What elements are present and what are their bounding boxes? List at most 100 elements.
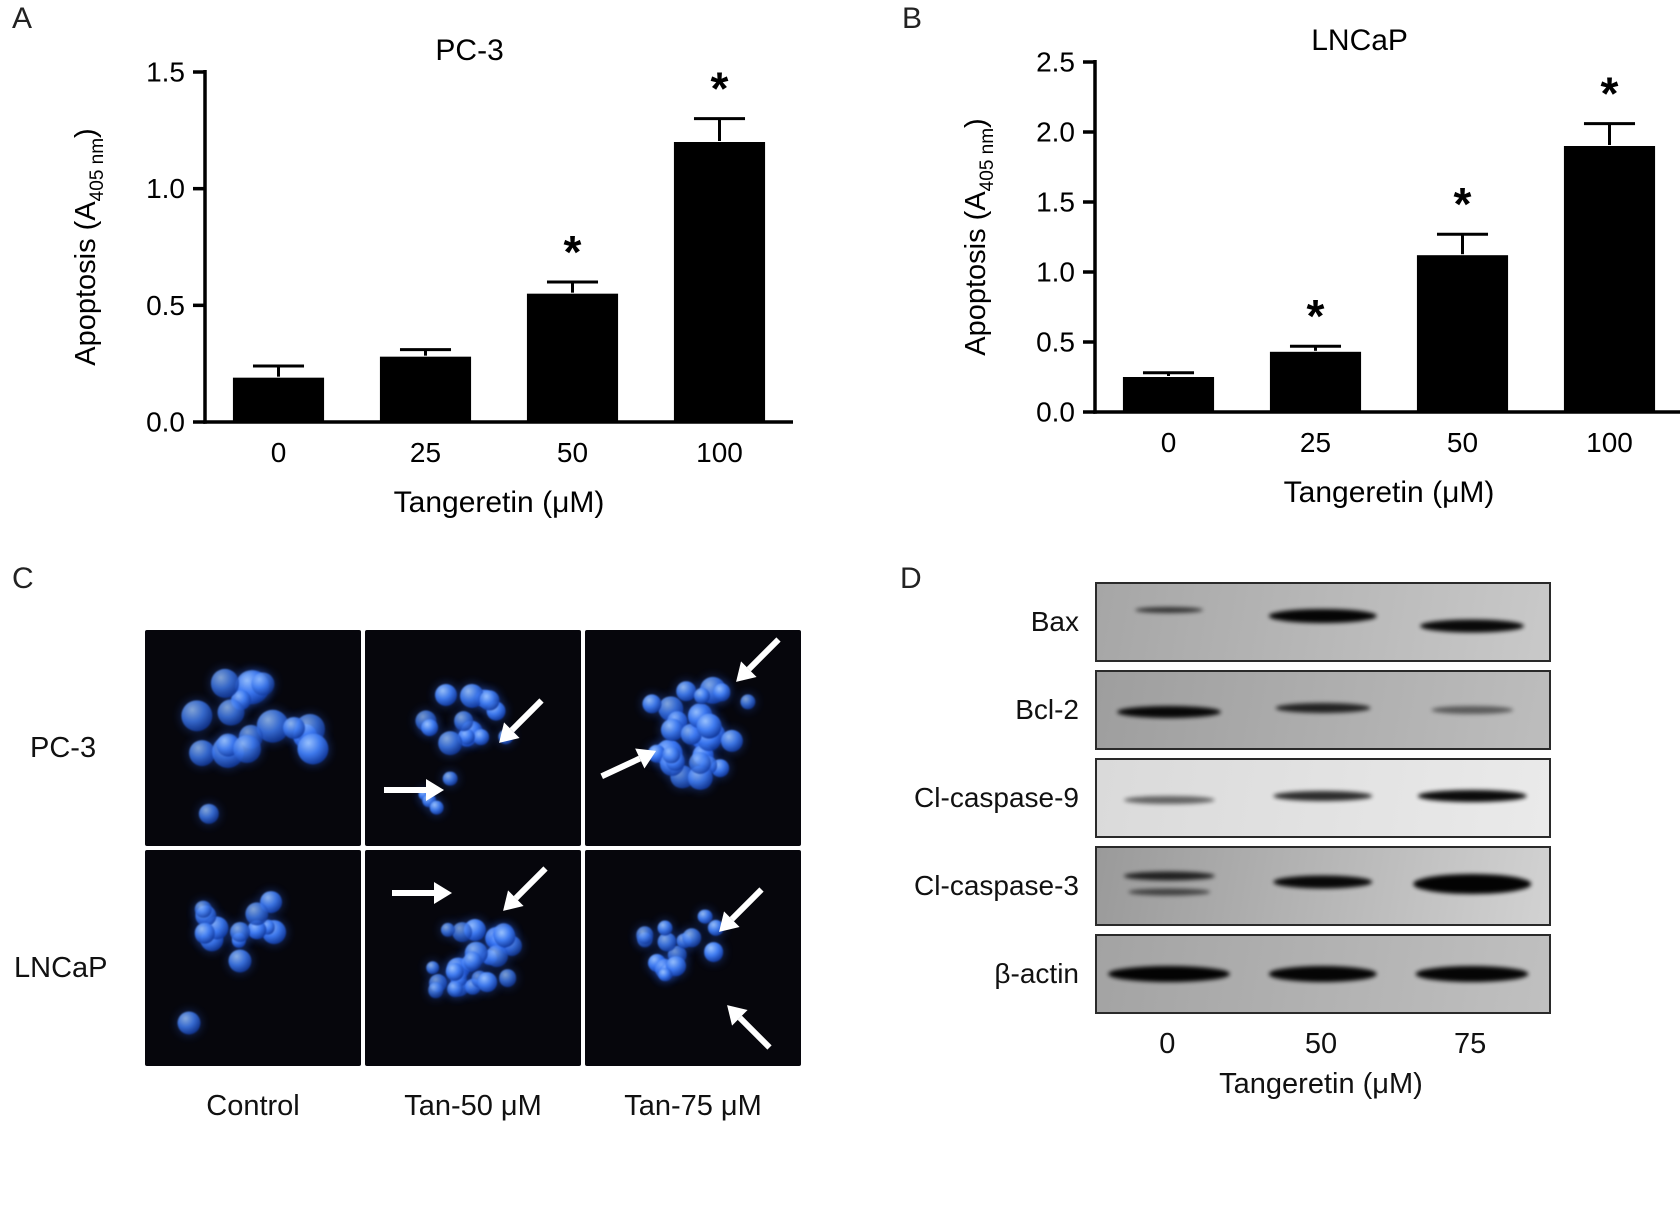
svg-text:0: 0 xyxy=(1161,427,1177,458)
cell-nucleus xyxy=(693,687,710,705)
apoptosis-arrow-icon xyxy=(495,859,554,919)
svg-text:0.0: 0.0 xyxy=(1036,397,1075,428)
western-blot-rows: Bax Bcl-2 Cl-caspase-9 Cl-caspase-3 β-ac… xyxy=(890,582,1570,1022)
svg-text:50: 50 xyxy=(557,437,588,468)
cell-nucleus xyxy=(636,926,654,945)
cell-nucleus xyxy=(428,982,444,998)
cell-nucleus xyxy=(485,945,508,968)
svg-text:0.5: 0.5 xyxy=(146,290,185,321)
cell-nucleus xyxy=(435,683,458,706)
cell-nucleus xyxy=(740,694,756,710)
svg-text:25: 25 xyxy=(410,437,441,468)
svg-text:25: 25 xyxy=(1300,427,1331,458)
svg-text:*: * xyxy=(711,63,729,115)
cell-nucleus xyxy=(681,928,702,948)
col-label-tan50: Tan-50 μM xyxy=(404,1090,542,1122)
protein-band xyxy=(1417,790,1527,802)
micrograph-pc3-tan50 xyxy=(365,630,581,846)
blot-lane-labels: 0 50 75 xyxy=(1095,1028,1547,1062)
svg-text:1.0: 1.0 xyxy=(146,173,185,204)
col-label-control: Control xyxy=(206,1090,300,1122)
protein-band xyxy=(1273,875,1373,889)
cell-nucleus xyxy=(420,718,439,737)
blot-row-beta-actin: β-actin xyxy=(890,934,1570,1014)
cell-nucleus xyxy=(473,729,490,746)
cell-nucleus xyxy=(442,771,458,786)
svg-text:1.5: 1.5 xyxy=(1036,187,1075,218)
svg-text:LNCaP: LNCaP xyxy=(1311,24,1408,57)
micrograph-lncap-tan50 xyxy=(365,850,581,1066)
cell-nucleus xyxy=(195,901,212,918)
svg-text:Tangeretin (μM): Tangeretin (μM) xyxy=(394,486,605,519)
panel-c: C PC-3 LNCaP Control Tan-50 μM Tan-75 μM xyxy=(0,560,860,1229)
protein-band xyxy=(1124,871,1215,881)
svg-text:*: * xyxy=(1601,68,1619,120)
cell-nucleus xyxy=(251,672,275,696)
svg-text:Tangeretin (μM): Tangeretin (μM) xyxy=(1284,476,1495,509)
cell-nucleus xyxy=(194,922,215,944)
cell-nucleus xyxy=(228,949,252,973)
cell-nucleus xyxy=(440,923,456,938)
protein-band xyxy=(1413,874,1531,894)
arrow-shaft xyxy=(729,887,764,922)
cell-nucleus xyxy=(498,969,517,988)
blot-row-bcl2: Bcl-2 xyxy=(890,670,1570,750)
protein-band xyxy=(1415,966,1529,982)
cell-nucleus xyxy=(429,800,445,816)
protein-band xyxy=(1431,706,1513,714)
blot-label-cl-caspase-9: Cl-caspase-9 xyxy=(914,782,1079,813)
panel-d-label: D xyxy=(900,562,922,595)
blot-row-cl-caspase-9: Cl-caspase-9 xyxy=(890,758,1570,838)
lane-label-75: 75 xyxy=(1454,1028,1487,1060)
cell-nucleus xyxy=(453,711,474,732)
cell-nucleus xyxy=(233,735,262,764)
cell-nucleus xyxy=(713,683,731,701)
cell-nucleus xyxy=(451,922,472,942)
row-label-lncap: LNCaP xyxy=(14,952,108,984)
cell-nucleus xyxy=(703,942,724,963)
cell-nucleus xyxy=(198,803,220,825)
protein-band xyxy=(1124,796,1215,804)
blot-row-bax: Bax xyxy=(890,582,1570,662)
svg-text:100: 100 xyxy=(1586,427,1633,458)
svg-text:0.0: 0.0 xyxy=(146,407,185,438)
cell-nucleus xyxy=(297,733,329,765)
cell-nucleus xyxy=(217,699,245,726)
cell-nucleus xyxy=(707,919,724,936)
panel-a-label: A xyxy=(12,2,33,35)
cell-nucleus xyxy=(446,981,463,998)
panel-b: B 0.0 0.5 1.0 1.5 2.0 2.5 0 * 25 * 50 * 100 LNCaP Tang… xyxy=(890,0,1680,552)
lane-label-50: 50 xyxy=(1304,1028,1338,1060)
bar-chart-lncap: 0.0 0.5 1.0 1.5 2.0 2.5 0 * 25 * 50 * 100 LNCaP Tanger… xyxy=(945,16,1680,524)
apoptosis-arrow-icon xyxy=(710,881,770,941)
protein-band xyxy=(1275,703,1371,713)
cell-nucleus xyxy=(689,752,712,775)
svg-text:2.5: 2.5 xyxy=(1036,47,1075,78)
blot-row-cl-caspase-3: Cl-caspase-3 xyxy=(890,846,1570,926)
protein-band xyxy=(1135,607,1204,613)
cell-nucleus xyxy=(494,926,516,948)
protein-band xyxy=(1268,966,1378,982)
arrow-shaft xyxy=(509,698,544,733)
cell-nucleus xyxy=(658,967,672,982)
cell-nucleus xyxy=(676,681,697,702)
blot-image-cl-caspase-9 xyxy=(1095,758,1551,838)
cell-nucleus xyxy=(282,717,305,740)
blot-image-bax xyxy=(1095,582,1551,662)
panel-a: A 0.0 0.5 1.0 1.5 0 25 * 50 * 100 PC-3 Tangeretin (… xyxy=(0,0,845,552)
cell-nucleus xyxy=(696,713,722,739)
protein-band xyxy=(1128,888,1210,896)
apoptosis-arrow-icon xyxy=(390,882,453,905)
row-label-pc3: PC-3 xyxy=(30,732,97,764)
svg-text:Apoptosis (A405 nm): Apoptosis (A405 nm) xyxy=(70,128,108,365)
svg-text:PC-3: PC-3 xyxy=(435,34,503,67)
blot-label-bcl2: Bcl-2 xyxy=(1015,694,1079,725)
cell-nucleus xyxy=(181,700,213,732)
cell-nucleus xyxy=(697,909,713,924)
panel-b-label: B xyxy=(902,2,923,35)
arrow-shaft xyxy=(383,786,426,793)
apoptosis-arrow-icon xyxy=(490,691,550,751)
micrograph-pc3-tan75 xyxy=(585,630,801,846)
col-label-tan75: Tan-75 μM xyxy=(624,1090,762,1122)
